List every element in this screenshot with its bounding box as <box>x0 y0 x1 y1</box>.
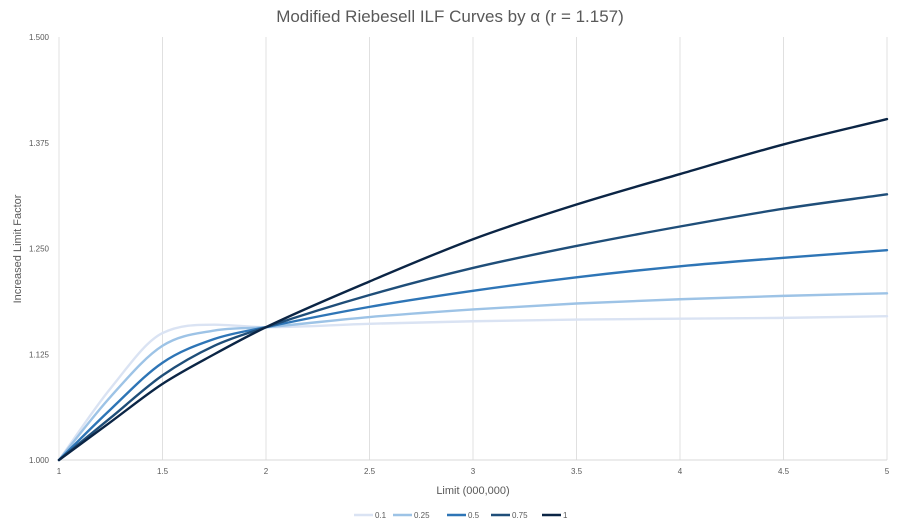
x-tick-label: 2.5 <box>364 467 376 476</box>
gridlines <box>58 37 888 461</box>
legend: 0.1 0.25 0.5 0.75 1 <box>354 511 568 520</box>
legend-label: 1 <box>563 511 568 520</box>
y-tick-label: 1.500 <box>29 33 50 42</box>
series-line-0.1 <box>57 314 889 462</box>
legend-label: 0.1 <box>375 511 387 520</box>
y-tick-label: 1.250 <box>29 245 50 254</box>
chart-title: Modified Riebesell ILF Curves by α (r = … <box>276 7 624 26</box>
x-tick-label: 2 <box>264 467 269 476</box>
x-tick-label: 3.5 <box>571 467 583 476</box>
y-axis-ticks: 1.000 1.125 1.250 1.375 1.500 <box>29 33 50 465</box>
series-lines <box>57 117 889 462</box>
legend-label: 0.5 <box>468 511 480 520</box>
series-line-0.5 <box>57 248 889 462</box>
x-tick-label: 4.5 <box>778 467 790 476</box>
x-tick-label: 1.5 <box>157 467 169 476</box>
y-tick-label: 1.000 <box>29 456 50 465</box>
legend-label: 0.25 <box>414 511 430 520</box>
x-tick-label: 1 <box>57 467 62 476</box>
legend-label: 0.75 <box>512 511 528 520</box>
x-axis-ticks: 1 1.5 2 2.5 3 3.5 4 4.5 5 <box>57 467 890 476</box>
x-tick-label: 4 <box>678 467 683 476</box>
x-tick-label: 5 <box>885 467 890 476</box>
y-axis-title: Increased Limit Factor <box>12 194 24 303</box>
x-axis-title: Limit (000,000) <box>436 485 509 497</box>
y-tick-label: 1.375 <box>29 139 50 148</box>
series-line-1 <box>57 117 889 462</box>
series-line-0.75 <box>57 193 889 462</box>
series-line-0.25 <box>57 292 889 462</box>
x-tick-label: 3 <box>471 467 476 476</box>
y-tick-label: 1.125 <box>29 350 50 359</box>
